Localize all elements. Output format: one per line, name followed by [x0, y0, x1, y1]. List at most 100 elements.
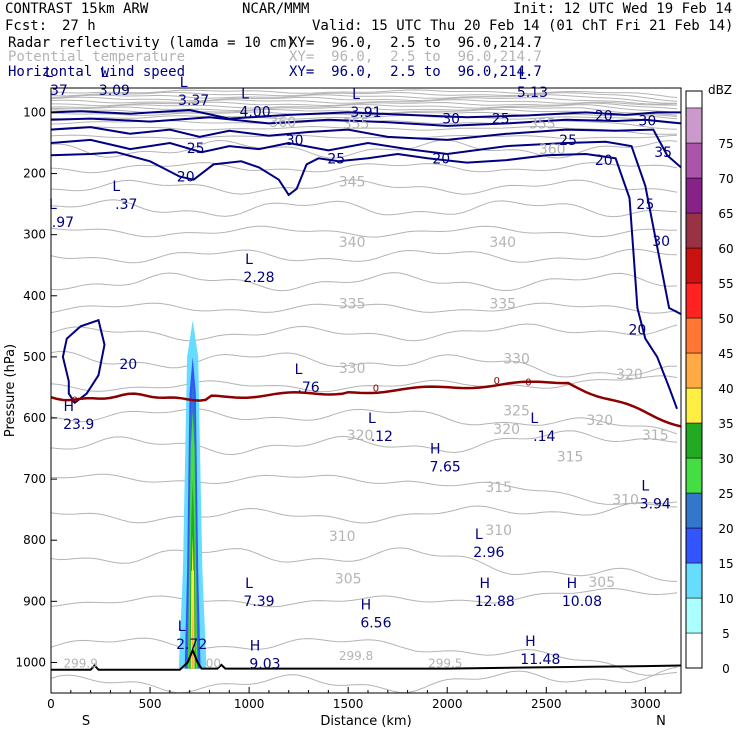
- y-tick-label: 500: [23, 350, 46, 364]
- y-tick-label: 1000: [15, 655, 46, 669]
- pressure-center-value: 10.08: [562, 594, 602, 610]
- colorbar: 0 5 10 15 20 25 30 35 40 45 50 55 60 65 70 75 dBZ: [685, 83, 734, 676]
- surface-theta-label: 299.8: [339, 649, 373, 663]
- theta-contour: [51, 547, 678, 582]
- x-tick-label: 1000: [234, 697, 265, 711]
- colorbar-label: 50: [718, 312, 733, 326]
- colorbar-label: 40: [718, 382, 733, 396]
- theta-contour: [51, 134, 678, 140]
- field-xy-reflectivity: XY= 96.0, 2.5 to 96.0,214.7: [289, 35, 542, 51]
- y-tick-label: 100: [23, 105, 46, 119]
- theta-label: 335: [339, 297, 366, 313]
- theta-label: 315: [557, 450, 584, 466]
- wind-label: 25: [559, 133, 577, 149]
- pressure-center-value: .14: [533, 429, 555, 445]
- colorbar-label: 70: [718, 172, 733, 186]
- colorbar-label: 10: [718, 592, 733, 606]
- pressure-center-type: L: [295, 362, 303, 378]
- freezing-level-line: [51, 380, 681, 428]
- theta-label: 345: [339, 175, 366, 191]
- y-tick-label: 300: [23, 228, 46, 242]
- contour-labels: 345 340 340 335 335 330 330 325 320 320 320 320 315 3…: [45, 65, 672, 672]
- theta-contour: [51, 111, 678, 120]
- wind-contour: [51, 116, 681, 127]
- pressure-center-type: H: [63, 399, 74, 415]
- theta-contour: [51, 225, 678, 238]
- fcst-label: Fcst:: [5, 18, 48, 34]
- theta-contour: [51, 96, 678, 105]
- theta-contour: [51, 637, 678, 676]
- wind-label: 30: [442, 112, 460, 128]
- colorbar-label: 30: [718, 452, 733, 466]
- theta-label: 305: [588, 575, 615, 591]
- pressure-center-type: L: [352, 87, 360, 103]
- surface-theta-label: 299.9: [64, 656, 98, 670]
- pressure-center-value: 3.37: [178, 93, 209, 109]
- colorbar-cell-10: [685, 562, 703, 599]
- colorbar-cell-35: [685, 387, 703, 424]
- y-tick-label: 800: [23, 533, 46, 547]
- colorbar-cell-70: [685, 142, 703, 179]
- pressure-center-value: 6.56: [360, 616, 391, 632]
- theta-label: 310: [329, 529, 356, 545]
- colorbar-label: 25: [718, 487, 733, 501]
- wind-label: 25: [187, 141, 205, 157]
- pressure-center-value: 7.39: [243, 594, 274, 610]
- theta-contour: [51, 350, 678, 378]
- init-time: Init: 12 UTC Wed 19 Feb 14: [513, 1, 733, 17]
- theta-label: 360: [539, 142, 566, 158]
- wind-label: 25: [636, 197, 654, 213]
- valid-time: Valid: 15 UTC Thu 20 Feb 14 (01 ChT Fri …: [312, 18, 734, 34]
- y-tick-label: 900: [23, 594, 46, 608]
- terrain: [51, 647, 681, 671]
- theta-label: 355: [529, 116, 556, 132]
- field-name-reflectivity: Radar reflectivity (lamda = 10 cm): [8, 35, 295, 51]
- colorbar-cell-60: [685, 212, 703, 249]
- pressure-center-type: L: [530, 411, 538, 427]
- colorbar-cell-20: [685, 492, 703, 529]
- wind-label: 20: [595, 153, 613, 169]
- wind-label: 30: [652, 234, 670, 250]
- colorbar-frame: [685, 90, 703, 669]
- pressure-center-value: 5.13: [517, 85, 548, 101]
- theta-contour: [51, 248, 678, 264]
- theta-contour: [51, 302, 678, 314]
- colorbar-unit: dBZ: [708, 83, 732, 97]
- colorbar-cell-75: [685, 107, 703, 144]
- colorbar-label: 15: [718, 557, 733, 571]
- reflectivity-fill-40: [191, 570, 194, 669]
- theta-contour: [51, 101, 678, 110]
- wind-label: 20: [432, 151, 450, 167]
- theta-label: 340: [489, 235, 516, 251]
- colorbar-cell-top: [685, 90, 703, 109]
- theta-label: 340: [339, 235, 366, 251]
- colorbar-label: 45: [718, 347, 733, 361]
- pressure-center-value: 37: [50, 83, 68, 99]
- theta-contour: [51, 125, 678, 135]
- theta-contour: [51, 99, 678, 106]
- pressure-center-type: L: [112, 179, 120, 195]
- theta-contour: [51, 408, 678, 435]
- x-tick-label: 500: [139, 697, 162, 711]
- terrain-line: [51, 647, 681, 671]
- theta-contour: [51, 430, 678, 456]
- pressure-center-value: .37: [115, 197, 137, 213]
- theta-contour: [51, 106, 678, 116]
- freezing-level-label: 0: [373, 383, 379, 394]
- colorbar-cell-40: [685, 352, 703, 389]
- surface-theta-label: 299.5: [428, 656, 462, 670]
- pressure-center-value: 3.94: [640, 496, 671, 512]
- freezing-level-label: 0: [72, 396, 78, 407]
- theta-contour: [51, 179, 678, 195]
- y-tick-label: 600: [23, 411, 46, 425]
- theta-contour: [51, 587, 678, 608]
- wind-contours: [51, 108, 681, 410]
- model-name: CONTRAST 15km ARW: [5, 1, 149, 17]
- freezing-level-label: 0: [525, 377, 531, 388]
- pressure-center-value: 11.48: [520, 652, 560, 668]
- theta-label: 315: [642, 428, 669, 444]
- theta-label: 310: [485, 523, 512, 539]
- theta-label: 310: [612, 492, 639, 508]
- colorbar-cell-50: [685, 282, 703, 319]
- pressure-center-type: H: [480, 576, 491, 592]
